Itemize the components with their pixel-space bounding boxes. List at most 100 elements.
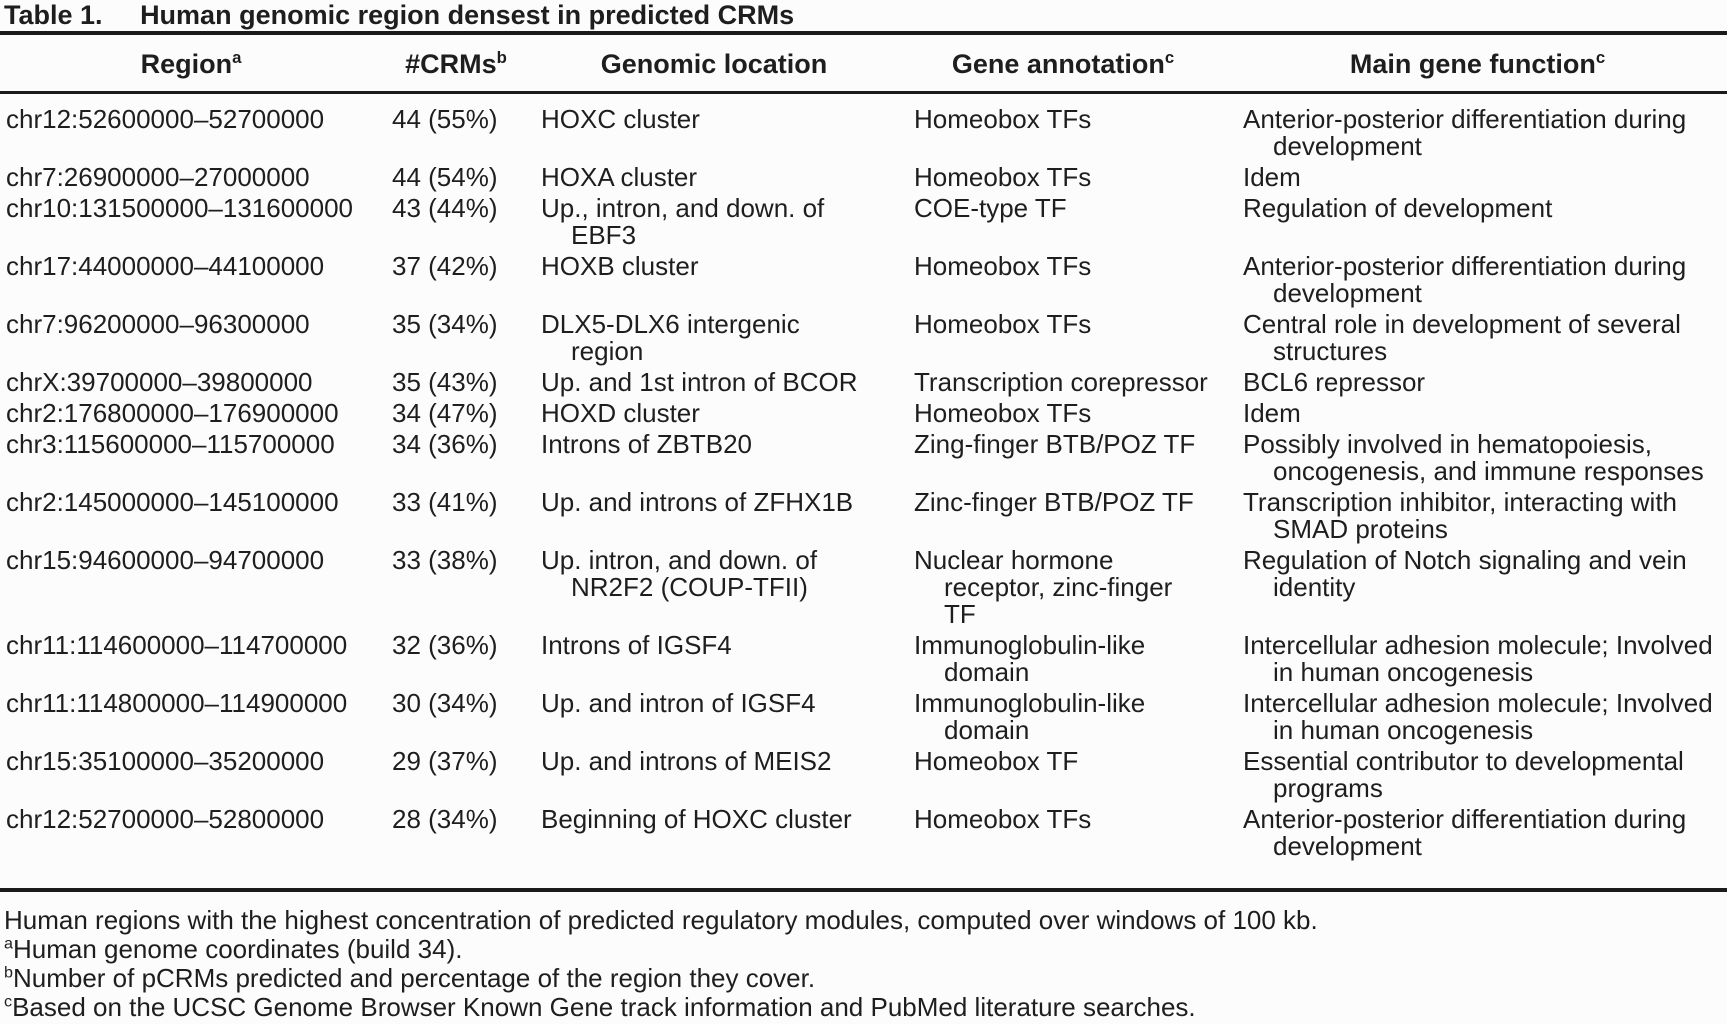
gene-annotation-cell: Immunoglobulin-like domain bbox=[914, 688, 1146, 745]
header-footnote-mark: a bbox=[232, 48, 242, 67]
crm-table: Regiona #CRMsb Genomic location Gene ann… bbox=[0, 35, 1727, 862]
gene-annotation-cell: Homeobox TF bbox=[914, 746, 1079, 776]
genomic-location-cell: Up. and introns of ZFHX1B bbox=[541, 487, 854, 517]
gene-function-cell: Essential contributor to developmental p… bbox=[1243, 746, 1684, 803]
footnote-b: bNumber of pCRMs predicted and percentag… bbox=[4, 964, 1727, 993]
header-footnote-mark: c bbox=[1164, 48, 1175, 67]
crms-cell: 34 (47%) bbox=[392, 398, 498, 428]
crms-cell: 44 (54%) bbox=[392, 162, 498, 192]
header-label: #CRMs bbox=[405, 49, 497, 79]
gene-function-cell: Anterior-posterior differentiation durin… bbox=[1243, 251, 1687, 308]
gene-annotation-cell: Homeobox TFs bbox=[914, 104, 1092, 134]
table-caption: Table 1. Human genomic region densest in… bbox=[0, 0, 1727, 29]
crms-cell: 28 (34%) bbox=[392, 804, 498, 834]
crms-cell: 33 (41%) bbox=[392, 487, 498, 517]
table-bottom-spacer bbox=[0, 862, 1727, 888]
region-cell: chrX:39700000–39800000 bbox=[6, 367, 313, 397]
table-row: chr7:96200000–96300000 35 (34%) DLX5-DLX… bbox=[0, 309, 1727, 367]
gene-function-cell: Anterior-posterior differentiation durin… bbox=[1243, 804, 1687, 861]
genomic-location-cell: Up. intron, and down. of NR2F2 (COUP-TFI… bbox=[541, 545, 818, 602]
column-header-gene-annotation: Gene annotationc bbox=[898, 35, 1228, 94]
gene-function-cell: Central role in development of several s… bbox=[1243, 309, 1681, 366]
crms-cell: 30 (34%) bbox=[392, 688, 498, 718]
column-header-genomic-location: Genomic location bbox=[530, 35, 898, 94]
header-footnote-mark: b bbox=[496, 48, 507, 67]
crms-cell: 35 (34%) bbox=[392, 309, 498, 339]
region-cell: chr3:115600000–115700000 bbox=[6, 429, 335, 459]
region-cell: chr7:96200000–96300000 bbox=[6, 309, 310, 339]
gene-annotation-cell: Homeobox TFs bbox=[914, 804, 1092, 834]
table-row: chr2:145000000–145100000 33 (41%) Up. an… bbox=[0, 487, 1727, 545]
genomic-location-cell: HOXA cluster bbox=[541, 162, 698, 192]
crms-cell: 37 (42%) bbox=[392, 251, 498, 281]
footnote-a: aHuman genome coordinates (build 34). bbox=[4, 935, 1727, 964]
crms-cell: 33 (38%) bbox=[392, 545, 498, 575]
genomic-location-cell: Introns of ZBTB20 bbox=[541, 429, 752, 459]
gene-annotation-cell: Homeobox TFs bbox=[914, 309, 1092, 339]
gene-annotation-cell: Homeobox TFs bbox=[914, 398, 1092, 428]
table-title: Human genomic region densest in predicte… bbox=[140, 0, 795, 30]
table-row: chr3:115600000–115700000 34 (36%) Intron… bbox=[0, 429, 1727, 487]
genomic-location-cell: Up., intron, and down. of EBF3 bbox=[541, 193, 825, 250]
gene-annotation-cell: Zing-finger BTB/POZ TF bbox=[914, 429, 1196, 459]
footnote-mark: a bbox=[4, 934, 13, 953]
genomic-location-cell: DLX5-DLX6 intergenic region bbox=[541, 309, 800, 366]
table-row: chr11:114600000–114700000 32 (36%) Intro… bbox=[0, 630, 1727, 688]
region-cell: chr12:52700000–52800000 bbox=[6, 804, 325, 834]
gene-function-cell: Possibly involved in hematopoiesis, onco… bbox=[1243, 429, 1704, 486]
gene-function-cell: Transcription inhibitor, interacting wit… bbox=[1243, 487, 1678, 544]
gene-annotation-cell: Nuclear hormone receptor, zinc-finger TF bbox=[914, 545, 1173, 629]
footnote-c: cBased on the UCSC Genome Browser Known … bbox=[4, 993, 1727, 1022]
crms-cell: 34 (36%) bbox=[392, 429, 498, 459]
gene-function-cell: Idem bbox=[1243, 162, 1301, 192]
region-cell: chr17:44000000–44100000 bbox=[6, 251, 325, 281]
header-footnote-mark: c bbox=[1595, 48, 1606, 67]
header-label: Genomic location bbox=[600, 49, 828, 79]
gene-function-cell: Idem bbox=[1243, 398, 1301, 428]
table-row: chr12:52700000–52800000 28 (34%) Beginni… bbox=[0, 804, 1727, 862]
table-row: chr7:26900000–27000000 44 (54%) HOXA clu… bbox=[0, 162, 1727, 193]
footnote-text: Number of pCRMs predicted and percentage… bbox=[12, 963, 816, 993]
table-row: chr15:35100000–35200000 29 (37%) Up. and… bbox=[0, 746, 1727, 804]
genomic-location-cell: Up. and 1st intron of BCOR bbox=[541, 367, 858, 397]
table-number: Table 1. bbox=[4, 0, 103, 30]
genomic-location-cell: HOXC cluster bbox=[541, 104, 700, 134]
region-cell: chr11:114600000–114700000 bbox=[6, 630, 348, 660]
footnotes: Human regions with the highest concentra… bbox=[0, 892, 1727, 1022]
region-cell: chr2:176800000–176900000 bbox=[6, 398, 339, 428]
genomic-location-cell: HOXB cluster bbox=[541, 251, 699, 281]
region-cell: chr15:94600000–94700000 bbox=[6, 545, 325, 575]
gene-function-cell: BCL6 repressor bbox=[1243, 367, 1426, 397]
table-header: Regiona #CRMsb Genomic location Gene ann… bbox=[0, 35, 1727, 94]
footnote-mark: b bbox=[4, 963, 13, 982]
region-cell: chr15:35100000–35200000 bbox=[6, 746, 325, 776]
header-label: Main gene function bbox=[1349, 49, 1596, 79]
table-row: chr15:94600000–94700000 33 (38%) Up. int… bbox=[0, 545, 1727, 630]
crms-cell: 32 (36%) bbox=[392, 630, 498, 660]
region-cell: chr12:52600000–52700000 bbox=[6, 104, 325, 134]
table-row: chr10:131500000–131600000 43 (44%) Up., … bbox=[0, 193, 1727, 251]
gene-annotation-cell: Zinc-finger BTB/POZ TF bbox=[914, 487, 1194, 517]
gene-function-cell: Intercellular adhesion molecule; Involve… bbox=[1243, 630, 1713, 687]
column-header-main-gene-function: Main gene functionc bbox=[1228, 35, 1727, 94]
footnote-mark: c bbox=[4, 992, 13, 1011]
gene-function-cell: Regulation of Notch signaling and vein i… bbox=[1243, 545, 1687, 602]
genomic-location-cell: Up. and intron of IGSF4 bbox=[541, 688, 816, 718]
footnote-text: Human genome coordinates (build 34). bbox=[12, 934, 463, 964]
column-header-crms: #CRMsb bbox=[382, 35, 530, 94]
column-header-region: Regiona bbox=[0, 35, 382, 94]
crms-cell: 44 (55%) bbox=[392, 104, 498, 134]
bottom-rule bbox=[0, 888, 1727, 892]
crms-cell: 35 (43%) bbox=[392, 367, 498, 397]
gene-annotation-cell: Homeobox TFs bbox=[914, 251, 1092, 281]
gene-function-cell: Regulation of development bbox=[1243, 193, 1553, 223]
table-row: chr12:52600000–52700000 44 (55%) HOXC cl… bbox=[0, 93, 1727, 163]
gene-function-cell: Intercellular adhesion molecule; Involve… bbox=[1243, 688, 1713, 745]
crms-cell: 29 (37%) bbox=[392, 746, 498, 776]
footnote-text: Based on the UCSC Genome Browser Known G… bbox=[12, 992, 1196, 1022]
header-row: Regiona #CRMsb Genomic location Gene ann… bbox=[0, 35, 1727, 94]
table-body: chr12:52600000–52700000 44 (55%) HOXC cl… bbox=[0, 93, 1727, 863]
footnote-general: Human regions with the highest concentra… bbox=[4, 906, 1727, 935]
table-row: chrX:39700000–39800000 35 (43%) Up. and … bbox=[0, 367, 1727, 398]
